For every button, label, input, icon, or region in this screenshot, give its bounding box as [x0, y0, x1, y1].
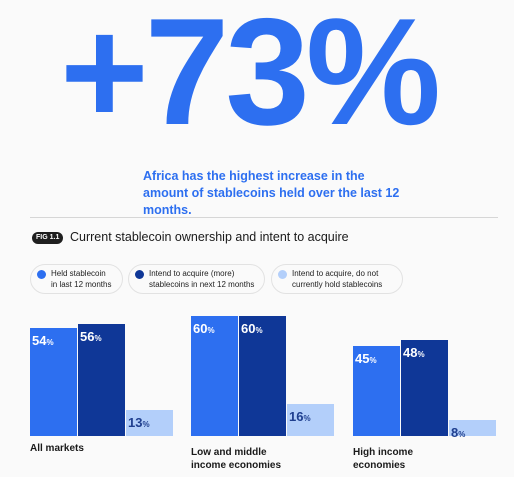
legend-swatch-intend-none — [278, 270, 287, 279]
bar-value-label-held-3: 45% — [355, 351, 377, 366]
group-label-all-markets: All markets — [30, 443, 84, 454]
bar-value-label-intend-more-2: 60% — [241, 321, 263, 336]
bar-held-1 — [30, 328, 77, 436]
bar-value-label-intend-more-3: 48% — [403, 345, 425, 360]
legend-swatch-intend-more — [135, 270, 144, 279]
headline-text: Africa has the highest increase in the a… — [143, 169, 400, 217]
bar-value-label-held-2: 60% — [193, 321, 215, 336]
bar-value-label-held-1: 54% — [32, 333, 54, 348]
bar-held-3 — [353, 346, 400, 436]
group-label-high-income: High income economies — [353, 447, 414, 471]
bar-intend-more-1 — [78, 324, 125, 436]
bar-intend-more-2 — [239, 316, 286, 436]
legend-label-intend-none: Intend to acquire, do not currently hold… — [292, 269, 383, 289]
group-label-low-middle-income: Low and middle income economies — [191, 447, 282, 471]
bar-value-label-intend-none-2: 16% — [289, 409, 311, 424]
figure-tag: FIG 1.1 — [32, 232, 64, 244]
bar-value-label-intend-more-1: 56% — [80, 329, 102, 344]
bar-value-label-intend-none-3: 8% — [451, 425, 465, 440]
chart-title: Current stablecoin ownership and intent … — [70, 230, 349, 244]
bar-value-label-intend-none-1: 13% — [128, 415, 150, 430]
bar-held-2 — [191, 316, 238, 436]
headline-stat: +73% — [60, 0, 441, 157]
divider — [30, 217, 498, 218]
legend-item-held: Held stablecoin in last 12 months — [30, 264, 123, 294]
bar-intend-none-1 — [126, 410, 173, 436]
legend-item-intend-more: Intend to acquire (more) stablecoins in … — [128, 264, 265, 294]
bar-intend-more-3 — [401, 340, 448, 436]
bar-intend-none-2 — [287, 404, 334, 436]
legend-label-intend-more: Intend to acquire (more) stablecoins in … — [149, 269, 255, 289]
legend-swatch-held — [37, 270, 46, 279]
legend-label-held: Held stablecoin in last 12 months — [51, 269, 112, 289]
bar-intend-none-3 — [449, 420, 496, 436]
legend-item-intend-none: Intend to acquire, do not currently hold… — [271, 264, 403, 294]
